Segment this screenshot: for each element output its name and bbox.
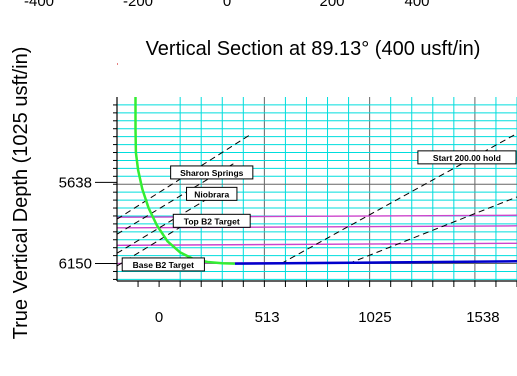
formation-label: Base B2 Target — [133, 260, 194, 270]
top-axis: -400 -200 0 200 400 — [24, 0, 430, 10]
x-tick-label: 1538 — [466, 309, 499, 326]
x-tick-label: 513 — [255, 309, 280, 326]
top-axis-label: 400 — [404, 0, 429, 10]
chart-title: Vertical Section at 89.13° (400 usft/in) — [146, 38, 481, 60]
formation-labels: Sharon Springs Niobrara Top B2 Target Base … — [121, 150, 517, 272]
formation-label: Niobrara — [194, 189, 229, 199]
top-axis-label: 0 — [223, 0, 231, 10]
wellpath-line — [134, 97, 235, 265]
x-tick-label: 0 — [155, 309, 163, 326]
well-paths — [134, 97, 517, 265]
formation-label: Sharon Springs — [180, 168, 244, 178]
plot-background — [117, 97, 517, 281]
lateral-line — [234, 260, 517, 265]
top-axis-label: 200 — [319, 0, 344, 10]
tick-labels: 0 513 1025 1538 5638 6150 — [59, 174, 500, 326]
formation-label-box — [417, 150, 517, 165]
x-tick-label: 1025 — [358, 309, 391, 326]
axes — [113, 97, 517, 287]
dashed-line — [117, 134, 250, 220]
formation-label-box — [121, 257, 205, 272]
y-tick-label: 5638 — [59, 174, 92, 191]
formation-label-box — [186, 186, 238, 201]
formation-label-box — [172, 213, 251, 228]
formation-label: Top B2 Target — [184, 216, 240, 226]
dashed-line — [348, 196, 517, 265]
y-axis-label: True Vertical Depth (1025 usft/in) — [10, 47, 32, 340]
y-tick-label: 6150 — [59, 256, 92, 273]
formation-label-box — [170, 165, 254, 180]
formation-label: Start 200.00 hold — [433, 153, 501, 163]
top-axis-label: -200 — [123, 0, 153, 10]
top-axis-label: -400 — [24, 0, 54, 10]
grid — [117, 97, 517, 281]
